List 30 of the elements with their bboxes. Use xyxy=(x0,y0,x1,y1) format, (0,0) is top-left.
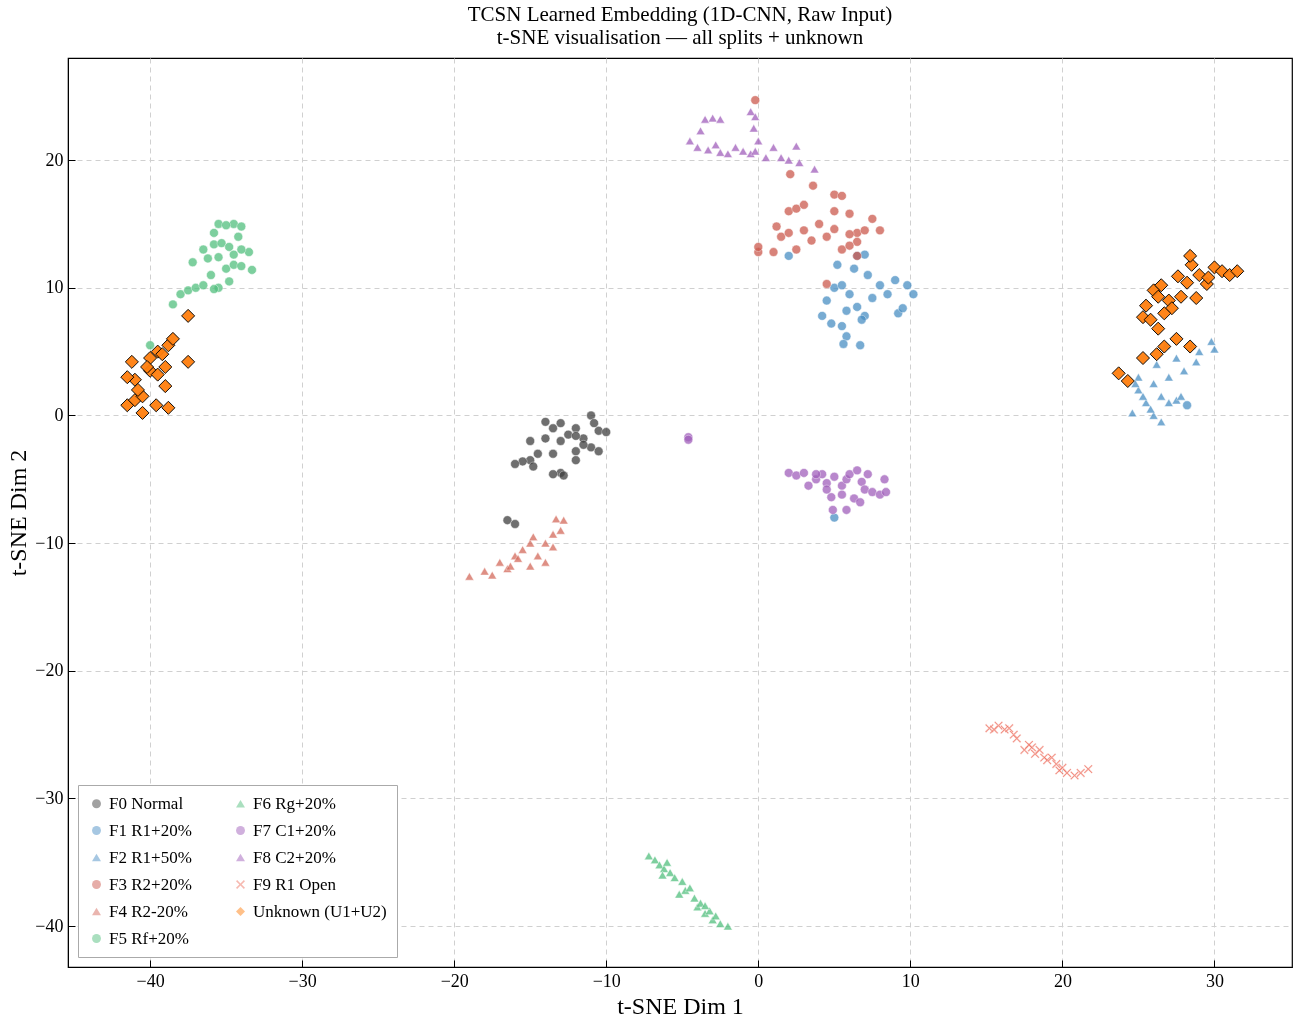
x-tick-label: 10 xyxy=(901,970,920,991)
x-tick-label: −10 xyxy=(592,970,621,991)
y-tick-label: −30 xyxy=(35,787,64,808)
y-tick-label: −20 xyxy=(35,660,64,681)
y-tick-label: 10 xyxy=(45,277,64,298)
x-tick-label: −40 xyxy=(136,970,165,991)
x-tick-label: 20 xyxy=(1053,970,1072,991)
legend-label: F6 Rg+20% xyxy=(253,793,336,813)
x-tick-label: −30 xyxy=(288,970,317,991)
legend-label: F2 R1+50% xyxy=(109,847,192,867)
x-axis-title: t-SNE Dim 1 xyxy=(617,992,744,1019)
legend-label: F8 C2+20% xyxy=(253,847,336,867)
legend-label: F5 Rf+20% xyxy=(109,928,189,948)
legend-label: F0 Normal xyxy=(109,793,184,813)
y-tick-label: 0 xyxy=(54,404,64,425)
x-tick-label: −20 xyxy=(440,970,469,991)
legend-label: F1 R1+20% xyxy=(109,820,192,840)
y-tick-label: 20 xyxy=(45,149,64,170)
y-tick-label: −40 xyxy=(35,915,64,936)
legend-label: F9 R1 Open xyxy=(253,874,337,894)
chart-subtitle: t-SNE visualisation — all splits + unknown xyxy=(496,25,864,49)
legend-label: F7 C1+20% xyxy=(253,820,336,840)
legend-label: F3 R2+20% xyxy=(109,874,192,894)
legend-label: F4 R2-20% xyxy=(109,901,188,921)
x-tick-label: 30 xyxy=(1205,970,1224,991)
y-tick-label: −10 xyxy=(35,532,64,553)
legend-label: Unknown (U1+U2) xyxy=(253,901,387,921)
x-tick-label: 0 xyxy=(754,970,764,991)
chart-title: TCSN Learned Embedding (1D-CNN, Raw Input) xyxy=(467,2,893,26)
y-axis-title: t-SNE Dim 2 xyxy=(5,449,32,577)
